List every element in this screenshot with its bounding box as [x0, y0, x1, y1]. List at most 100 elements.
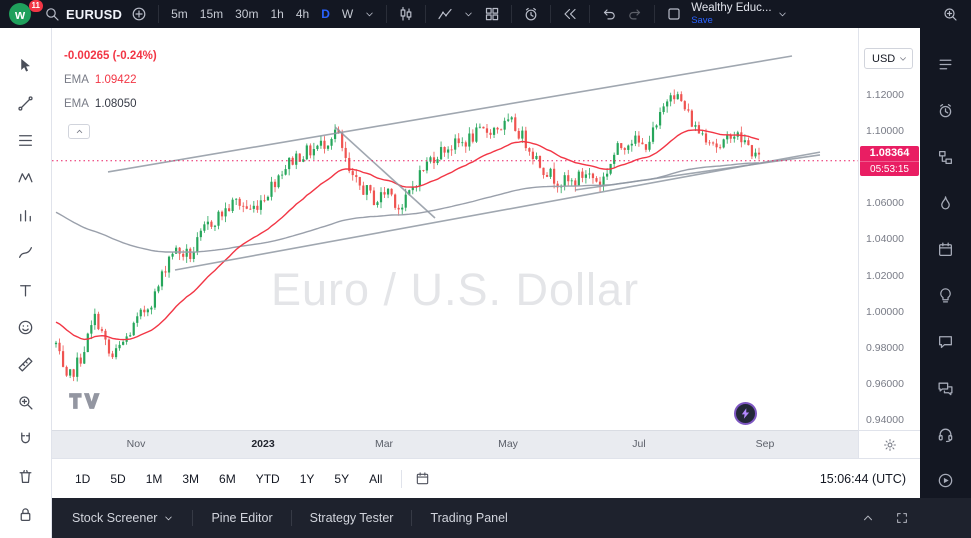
timeframe-5m[interactable]: 5m — [165, 5, 194, 23]
indicators-dropdown-icon[interactable] — [458, 7, 479, 22]
layout-menu[interactable]: Wealthy Educ... Save — [691, 2, 771, 26]
toolbar-divider — [425, 5, 427, 23]
footer-stock-screener[interactable]: Stock Screener — [66, 507, 180, 529]
tutorials-icon — [937, 472, 954, 489]
watchlist-panel-button[interactable] — [928, 47, 964, 82]
xabcd-pattern-tool[interactable] — [8, 160, 44, 195]
account-logo[interactable]: w 11 — [8, 0, 43, 28]
expand-panel-icon[interactable] — [861, 511, 875, 525]
hotlists-panel-button[interactable] — [928, 186, 964, 221]
axis-settings-corner[interactable] — [858, 430, 920, 458]
chart-style-button[interactable] — [393, 4, 419, 24]
toolbar-divider — [550, 5, 552, 23]
price-change: -0.00265 (-0.24%) — [64, 50, 157, 62]
save-layout-icon[interactable] — [661, 4, 687, 24]
chart-legend: -0.00265 (-0.24%) EMA 1.09422 EMA 1.08050 — [64, 50, 157, 139]
fullscreen-icon[interactable] — [895, 511, 909, 525]
price-tick: 0.98000 — [866, 341, 904, 354]
candlestick-chart[interactable] — [52, 28, 858, 430]
save-status[interactable]: Save — [691, 15, 713, 26]
indicator-legend-row[interactable]: EMA 1.08050 — [64, 98, 137, 110]
zoom-in-icon — [17, 394, 34, 411]
timeframe-15m[interactable]: 15m — [194, 5, 229, 23]
last-price-value: 1.08364 — [860, 146, 919, 161]
indicator-legend-row[interactable]: EMA 1.09422 — [64, 74, 137, 86]
time-axis[interactable]: Nov 2023 Mar May Jul Sep — [52, 430, 920, 458]
forecast-tool[interactable] — [8, 198, 44, 233]
quick-search-icon[interactable] — [937, 4, 963, 24]
emoji-tool[interactable] — [8, 310, 44, 345]
timeframe-4h[interactable]: 4h — [290, 5, 315, 23]
trash-icon — [17, 468, 34, 485]
alerts-panel-button[interactable] — [928, 93, 964, 128]
symbol-search[interactable]: EURUSD — [40, 4, 126, 24]
range-3m[interactable]: 3M — [173, 468, 208, 490]
range-all[interactable]: All — [360, 468, 391, 490]
timeframe-d[interactable]: D — [315, 5, 336, 23]
bar-countdown: 05:53:15 — [860, 161, 919, 176]
range-1m[interactable]: 1M — [137, 468, 172, 490]
fib-retracement-tool[interactable] — [8, 123, 44, 158]
trend-line-tool[interactable] — [8, 85, 44, 120]
timeframe-dropdown-icon[interactable] — [359, 7, 380, 22]
footer-divider — [411, 510, 413, 526]
timeframe-30m[interactable]: 30m — [229, 5, 264, 23]
price-tick: 1.02000 — [866, 269, 904, 282]
calendar-panel-button[interactable] — [928, 232, 964, 267]
timeframe-w[interactable]: W — [336, 5, 359, 23]
currency-dropdown[interactable]: USD — [864, 48, 913, 69]
footer-strategy-tester[interactable]: Strategy Tester — [309, 511, 394, 525]
range-6m[interactable]: 6M — [210, 468, 245, 490]
chart-pane[interactable]: Euro / U.S. Dollar -0.00265 (-0.24%) EMA… — [52, 28, 858, 430]
layout-dropdown-icon[interactable] — [772, 7, 793, 22]
go-to-date-button[interactable] — [412, 468, 433, 489]
toolbar-divider — [158, 5, 160, 23]
time-tick: Sep — [755, 438, 775, 450]
magnet-tool[interactable] — [8, 422, 44, 457]
lock-tool[interactable] — [8, 497, 44, 532]
range-1d[interactable]: 1D — [66, 468, 99, 490]
currency-label: USD — [872, 52, 896, 65]
indicators-button[interactable] — [432, 4, 458, 24]
zoom-in-tool[interactable] — [8, 385, 44, 420]
time-axis-scale[interactable]: Nov 2023 Mar May Jul Sep — [52, 430, 858, 458]
utc-clock[interactable]: 15:06:44 (UTC) — [819, 471, 906, 486]
time-tick: 2023 — [251, 438, 275, 450]
chat-panel-button[interactable] — [928, 324, 964, 359]
ideas-panel-button[interactable] — [928, 278, 964, 313]
collapse-legend-button[interactable] — [68, 124, 90, 139]
text-tool[interactable] — [8, 272, 44, 307]
footer-trading-panel[interactable]: Trading Panel — [430, 511, 508, 525]
logo-avatar: w — [9, 3, 31, 25]
support-icon — [937, 426, 954, 443]
compare-add-symbol-button[interactable] — [126, 4, 152, 24]
layout-templates-button[interactable] — [479, 4, 505, 24]
right-toolbar — [920, 28, 971, 498]
trash-tool[interactable] — [8, 459, 44, 494]
time-tick: Mar — [374, 438, 394, 450]
timeframe-1h[interactable]: 1h — [264, 5, 289, 23]
support-panel-button[interactable] — [928, 417, 964, 452]
undo-button[interactable] — [596, 4, 622, 24]
brush-tool[interactable] — [8, 235, 44, 270]
price-axis[interactable]: USD 1.120001.100001.080001.060001.040001… — [858, 28, 920, 430]
range-5d[interactable]: 5D — [101, 468, 134, 490]
bottom-panel: Stock Screener Pine Editor Strategy Tester… — [52, 498, 971, 538]
watchlist-icon — [937, 56, 954, 73]
lightning-icon — [739, 407, 752, 420]
redo-button[interactable] — [622, 4, 648, 24]
conversations-panel-button[interactable] — [928, 370, 964, 405]
range-1y[interactable]: 1Y — [291, 468, 324, 490]
range-5y[interactable]: 5Y — [325, 468, 358, 490]
alerts-icon — [937, 102, 954, 119]
bar-replay-button[interactable] — [557, 4, 583, 24]
range-ytd[interactable]: YTD — [247, 468, 289, 490]
footer-pine-editor[interactable]: Pine Editor — [211, 511, 273, 525]
cursor-tool[interactable] — [8, 48, 44, 83]
object-tree-panel-button[interactable] — [928, 139, 964, 174]
boost-button[interactable] — [734, 402, 757, 425]
tutorials-panel-button[interactable] — [928, 463, 964, 498]
ruler-tool[interactable] — [8, 347, 44, 382]
calendar-icon — [937, 241, 954, 258]
create-alert-button[interactable] — [518, 4, 544, 24]
